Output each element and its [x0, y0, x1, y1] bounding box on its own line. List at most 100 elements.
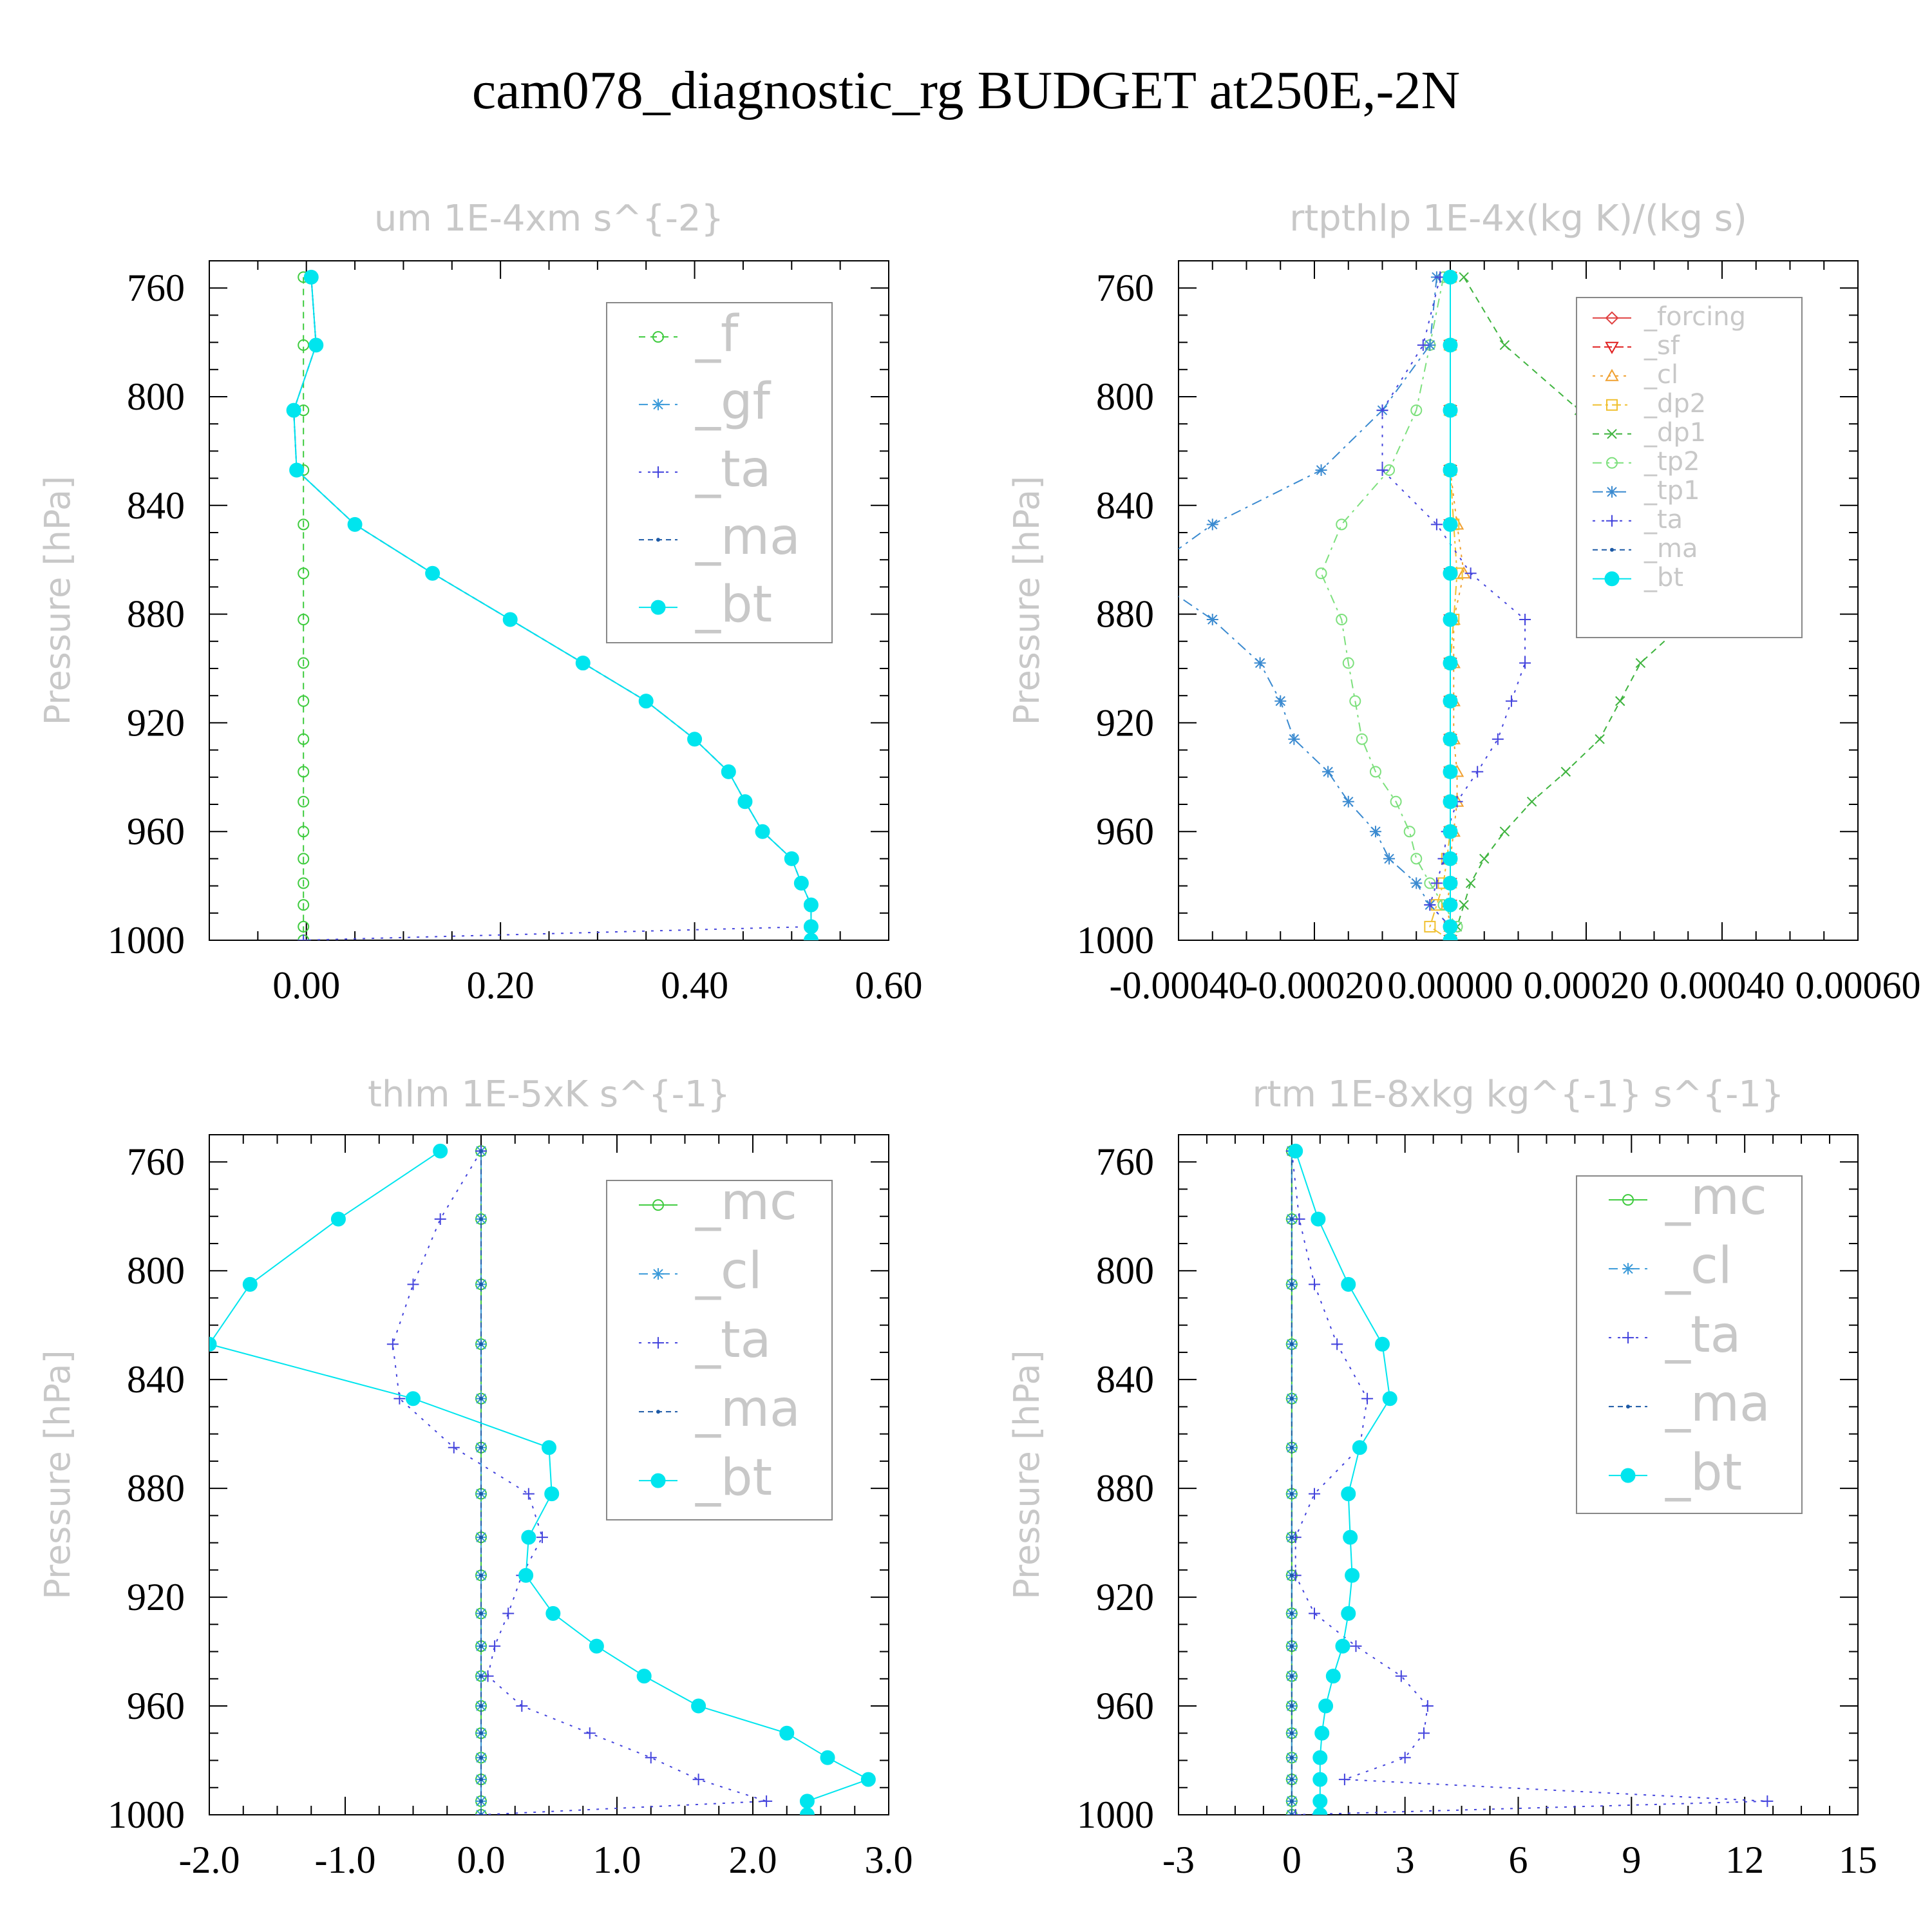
x-tick-label: 1.0 [593, 1839, 641, 1881]
y-tick-label: 760 [127, 267, 185, 309]
data-point [1395, 1670, 1407, 1682]
data-point [289, 462, 305, 478]
legend-item: _bt [1609, 1444, 1742, 1502]
data-point [298, 853, 310, 865]
data-point [1335, 1638, 1350, 1654]
data-point [518, 1567, 534, 1583]
data-point [406, 1391, 421, 1406]
data-point [803, 933, 819, 940]
legend: _mc _cl _ta _ma _bt [606, 1173, 833, 1520]
data-point [1289, 1777, 1294, 1782]
y-tick-label: 800 [1096, 375, 1154, 418]
data-point [479, 1342, 483, 1347]
x-tick-label: 0.40 [661, 964, 728, 1007]
legend-marker [1606, 486, 1618, 498]
data-point [575, 656, 591, 671]
data-point [1443, 851, 1458, 866]
series-cl [1440, 270, 1471, 940]
data-point [692, 1774, 705, 1786]
data-point [1443, 794, 1458, 810]
data-point [1288, 733, 1300, 745]
data-point [1430, 518, 1443, 531]
legend-label: _ta [695, 440, 771, 498]
data-point [687, 732, 703, 747]
data-point [1206, 518, 1218, 531]
data-point [1595, 734, 1605, 744]
data-point [1560, 766, 1571, 777]
data-point [1350, 1640, 1362, 1653]
data-point [1443, 897, 1458, 913]
data-point [1499, 340, 1510, 350]
series-ma [479, 1149, 483, 1815]
data-point [1369, 826, 1381, 838]
data-point [298, 795, 310, 808]
data-point [479, 1573, 483, 1578]
data-point [1312, 1750, 1328, 1765]
data-point [479, 1704, 483, 1709]
x-tick-label: 0.00040 [1660, 964, 1785, 1007]
legend-marker [652, 1268, 664, 1280]
data-point [1424, 899, 1436, 911]
data-point [448, 1441, 460, 1454]
data-point [1443, 612, 1458, 627]
data-point [1289, 1813, 1294, 1815]
data-point [1361, 1392, 1374, 1405]
data-point [1343, 1530, 1358, 1545]
x-tick-label: 3 [1396, 1839, 1415, 1881]
x-tick-label: 6 [1509, 1839, 1528, 1881]
data-point [407, 1278, 419, 1291]
series-line [209, 1150, 870, 1815]
data-point [1519, 657, 1531, 669]
legend-item: _ta [639, 1311, 771, 1369]
y-tick-label: 760 [1096, 267, 1154, 309]
data-point [1526, 797, 1537, 807]
data-point [1410, 853, 1423, 865]
legend-label: _bt [1643, 563, 1683, 592]
data-point [1293, 1213, 1305, 1225]
data-point [1289, 1756, 1294, 1760]
data-point [1289, 1445, 1294, 1450]
y-tick-label: 840 [1096, 484, 1154, 527]
data-point [691, 1698, 706, 1714]
legend-item: _ma [639, 508, 800, 566]
x-tick-label: 0.00020 [1524, 964, 1649, 1007]
y-tick-label: 880 [127, 1467, 185, 1510]
y-tick-label: 960 [1096, 1685, 1154, 1727]
data-point [1424, 339, 1436, 351]
data-point [482, 1670, 494, 1682]
data-point [1352, 1440, 1367, 1455]
data-point [1464, 567, 1477, 580]
data-point [1289, 1809, 1302, 1815]
data-point [479, 1674, 483, 1678]
data-point [1443, 764, 1458, 779]
x-tick-label: 12 [1725, 1839, 1764, 1881]
data-point [1139, 567, 1150, 579]
legend-item: _sf [1593, 331, 1680, 361]
data-point [779, 1725, 795, 1741]
data-point [1274, 695, 1287, 707]
data-point [1443, 919, 1458, 934]
data-point [479, 1756, 483, 1760]
data-point [1312, 1772, 1328, 1787]
y-tick-label: 840 [127, 1358, 185, 1401]
data-point [1289, 1492, 1294, 1496]
legend-marker [1605, 341, 1619, 354]
data-point [1421, 1700, 1434, 1712]
legend-item: _ma [1593, 534, 1698, 564]
panel-title: rtm 1E-8xkg kg^{-1} s^{-1} [1252, 1074, 1784, 1115]
data-point [1403, 826, 1416, 838]
y-tick-label: 880 [127, 593, 185, 636]
data-point [1289, 1674, 1294, 1678]
data-point [298, 934, 310, 940]
legend-label: _dp2 [1643, 389, 1706, 419]
legend-label: _forcing [1643, 302, 1746, 332]
data-point [502, 1607, 515, 1620]
data-point [1206, 614, 1218, 626]
data-point [1443, 462, 1458, 478]
legend-item: _cl [639, 1242, 762, 1300]
data-point [1289, 1396, 1294, 1401]
chart-panel-1: um 1E-4xm s^{-2} 760 800 840 880 920 960 1000 0.… [37, 198, 923, 1007]
data-point [308, 337, 324, 353]
data-point [522, 1488, 535, 1500]
legend-label: _tp2 [1643, 447, 1700, 477]
